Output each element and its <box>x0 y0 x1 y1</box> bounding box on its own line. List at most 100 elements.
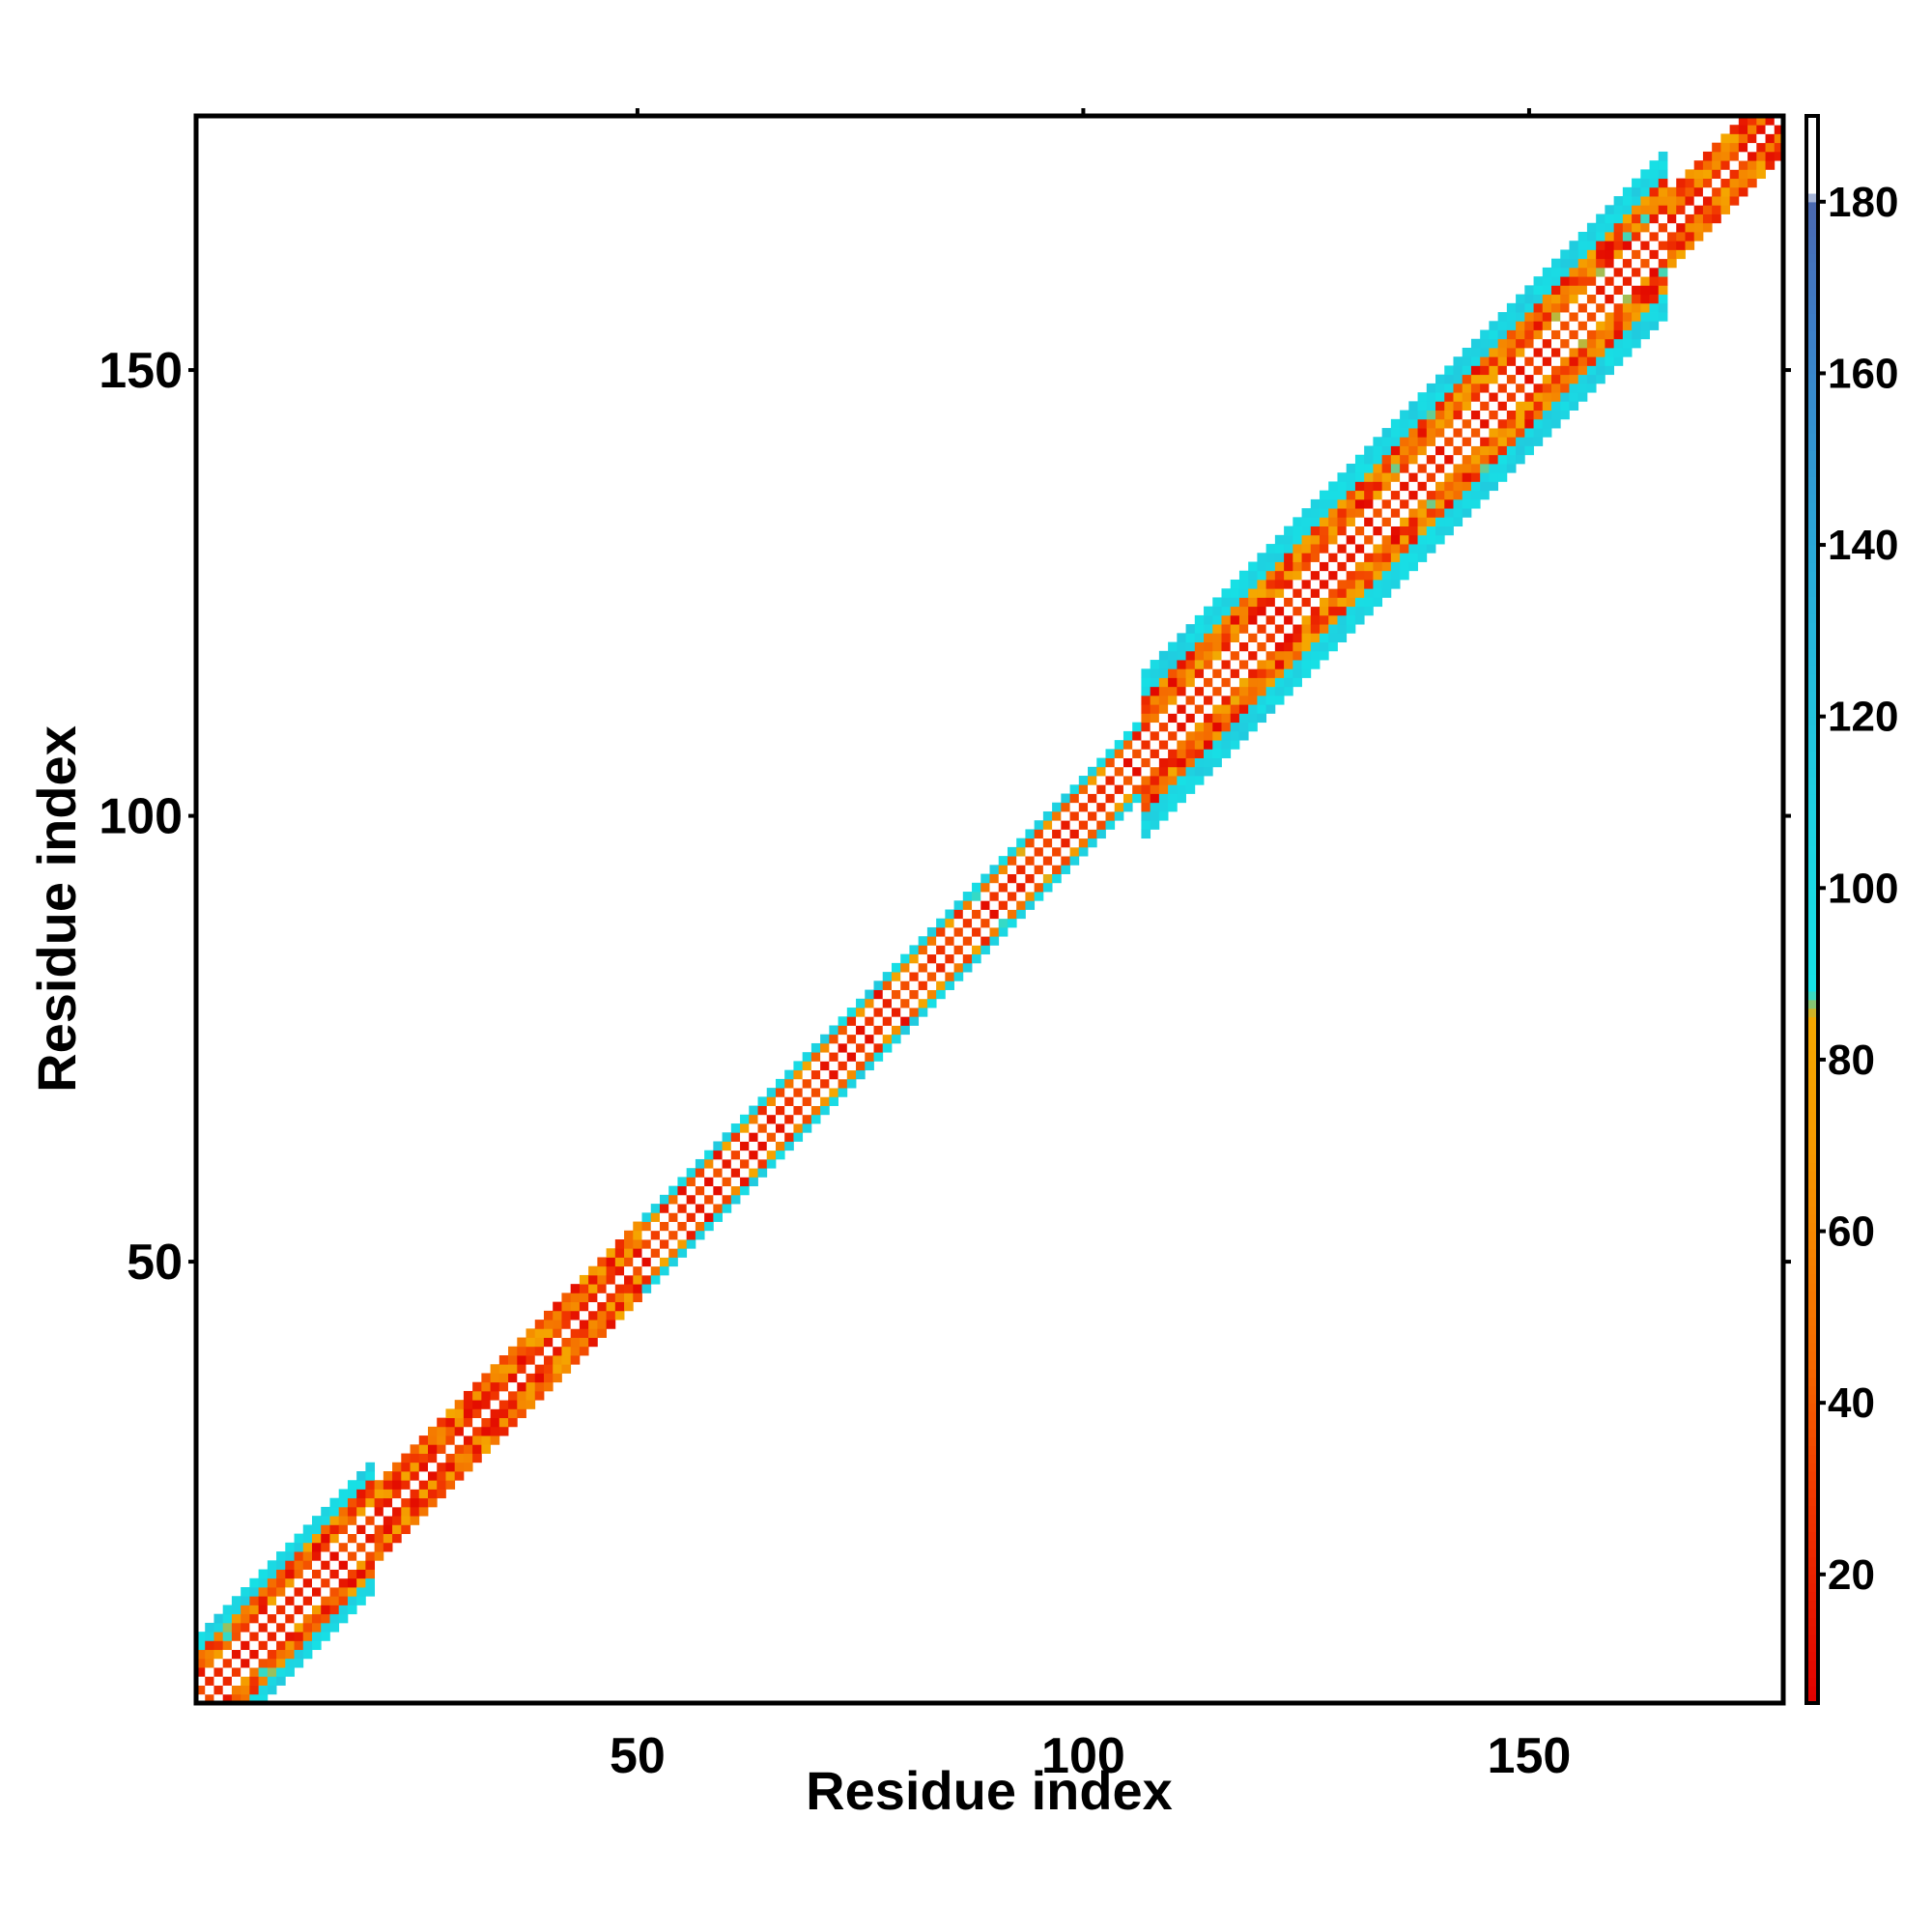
heatmap-cell <box>1417 490 1428 500</box>
heatmap-cell <box>383 1516 393 1525</box>
heatmap-cell <box>1364 579 1374 589</box>
heatmap-cell <box>329 1605 340 1615</box>
heatmap-cell <box>1265 544 1276 554</box>
heatmap-cell <box>1025 829 1036 839</box>
heatmap-cell <box>1605 213 1615 224</box>
heatmap-cell <box>365 1471 376 1481</box>
heatmap-cell <box>695 1177 705 1187</box>
heatmap-cell <box>1444 517 1454 526</box>
heatmap-cell <box>1185 713 1196 724</box>
heatmap-cell <box>1596 276 1605 286</box>
heatmap-cell <box>321 1587 330 1597</box>
heatmap-cell <box>1310 588 1321 598</box>
heatmap-cell <box>1265 570 1276 581</box>
heatmap-cell <box>1238 660 1249 669</box>
heatmap-cell <box>998 892 1009 901</box>
heatmap-cell <box>1381 472 1392 482</box>
heatmap-cell <box>972 918 981 928</box>
heatmap-cell <box>846 1025 857 1036</box>
heatmap-cell <box>410 1462 420 1472</box>
heatmap-cell <box>1693 169 1704 180</box>
heatmap-cell <box>1337 472 1348 482</box>
heatmap-cell <box>766 1132 777 1142</box>
heatmap-cell <box>1453 401 1463 411</box>
heatmap-cell <box>1560 392 1570 402</box>
heatmap-cell <box>365 1551 376 1561</box>
heatmap-cell <box>392 1506 402 1517</box>
colorbar-segment <box>1806 948 1818 957</box>
heatmap-cell <box>410 1480 420 1490</box>
heatmap-cell <box>1034 882 1044 893</box>
heatmap-cell <box>588 1274 598 1285</box>
heatmap-cell <box>1640 196 1650 206</box>
heatmap-cell <box>1560 267 1570 277</box>
heatmap-cell <box>1204 641 1213 652</box>
heatmap-cell <box>401 1453 411 1463</box>
heatmap-cell <box>338 1516 349 1525</box>
heatmap-cell <box>1640 231 1650 242</box>
heatmap-cell <box>329 1524 340 1535</box>
heatmap-cell <box>1613 231 1624 242</box>
colorbar-segment <box>1806 956 1818 966</box>
heatmap-cell <box>1622 321 1633 330</box>
heatmap-cell <box>231 1613 242 1624</box>
heatmap-cell <box>668 1257 678 1267</box>
heatmap-cell <box>1506 463 1517 473</box>
heatmap-cell <box>392 1524 402 1535</box>
heatmap-cell <box>784 1069 794 1080</box>
heatmap-cell <box>1426 445 1436 456</box>
heatmap-cell <box>302 1551 313 1561</box>
colorbar-segment <box>1806 707 1818 718</box>
heatmap-cell <box>1212 713 1222 724</box>
heatmap-cell <box>1649 267 1660 277</box>
heatmap-cell <box>1632 241 1641 250</box>
heatmap-cell <box>1320 526 1329 536</box>
heatmap-cell <box>1328 561 1338 572</box>
heatmap-cell <box>1293 561 1302 572</box>
heatmap-cell <box>1516 454 1525 465</box>
heatmap-cell <box>1230 677 1240 688</box>
heatmap-cell <box>1426 437 1436 446</box>
heatmap-cell <box>1301 517 1312 526</box>
heatmap-cell <box>1516 401 1525 411</box>
heatmap-cell <box>766 1141 777 1151</box>
heatmap-cell <box>1381 570 1392 581</box>
colorbar-segment <box>1806 493 1818 503</box>
heatmap-cell <box>1462 410 1472 420</box>
heatmap-cell <box>722 1177 732 1187</box>
heatmap-cell <box>1390 463 1401 473</box>
colorbar-segment <box>1806 545 1818 554</box>
heatmap-cell <box>1640 249 1650 260</box>
heatmap-cell <box>1265 677 1276 688</box>
heatmap-cell <box>1489 401 1499 411</box>
heatmap-cell <box>1551 410 1561 420</box>
heatmap-cell <box>1506 392 1517 402</box>
colorbar-segment <box>1806 1496 1818 1507</box>
heatmap-cell <box>347 1605 357 1615</box>
heatmap-cell <box>1212 597 1222 608</box>
heatmap-cell <box>1765 151 1776 161</box>
heatmap-cell <box>1310 553 1321 562</box>
heatmap-cell <box>1524 374 1534 384</box>
heatmap-cell <box>810 1061 821 1071</box>
heatmap-cell <box>1489 437 1499 446</box>
heatmap-cell <box>659 1212 669 1222</box>
heatmap-cell <box>749 1105 758 1116</box>
colorbar-segment <box>1806 527 1818 537</box>
heatmap-cell <box>757 1114 768 1124</box>
heatmap-cell <box>1328 570 1338 581</box>
heatmap-cell <box>1337 498 1348 509</box>
heatmap-cell <box>1569 276 1579 286</box>
heatmap-cell <box>1257 660 1267 669</box>
heatmap-cell <box>1204 757 1213 768</box>
heatmap-cell <box>1676 178 1686 188</box>
heatmap-cell <box>1622 329 1633 340</box>
heatmap-cell <box>410 1489 420 1499</box>
heatmap-cell <box>1622 347 1633 357</box>
colorbar-segment <box>1806 905 1818 915</box>
heatmap-cell <box>1150 802 1160 812</box>
heatmap-cell <box>900 980 910 990</box>
heatmap-cell <box>650 1274 661 1285</box>
heatmap-cell <box>1453 410 1463 420</box>
heatmap-cell <box>641 1257 652 1267</box>
